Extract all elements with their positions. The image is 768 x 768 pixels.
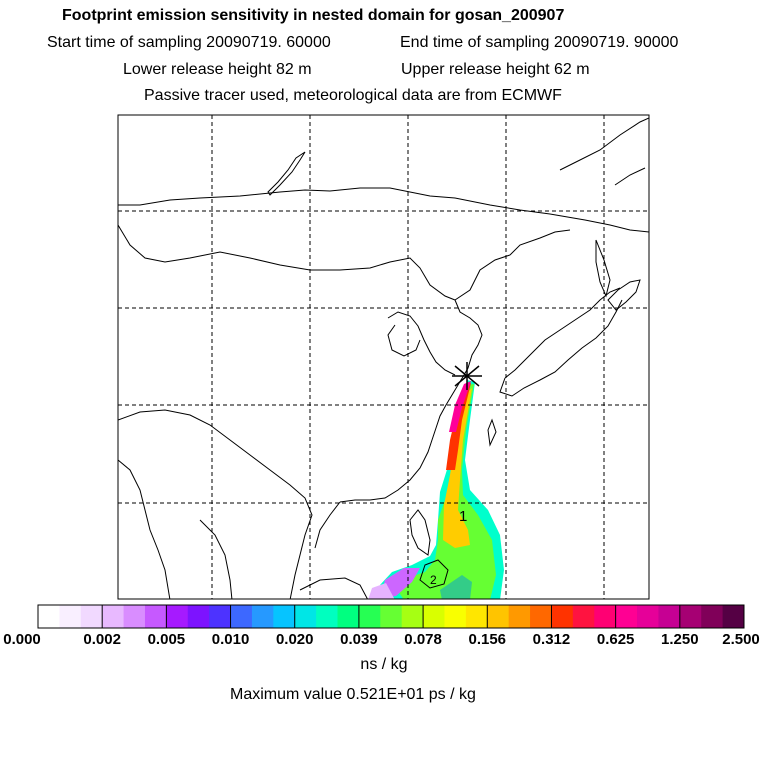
footprint-plume [368, 380, 504, 599]
figure-title: Footprint emission sensitivity in nested… [62, 7, 565, 24]
colorbar-tick-label: 0.039 [340, 631, 378, 648]
colorbar-tick-label: 0.020 [275, 631, 314, 648]
colorbar-tick-label: 0.078 [404, 631, 442, 648]
colorbar-tick-label: 0.002 [83, 631, 121, 648]
coastlines [118, 117, 649, 599]
colorbar-tick-label: 0.156 [468, 631, 507, 648]
sampling-start-time: Start time of sampling 20090719. 60000 [47, 34, 331, 51]
colorbar-tick-label: 0.000 [3, 631, 41, 648]
graticule [118, 115, 649, 599]
colorbar-units: ns / kg [360, 656, 408, 673]
colorbar-tick-label: 0.005 [147, 631, 186, 648]
colorbar-tick-label: 1.250 [661, 631, 699, 648]
lower-release-height: Lower release height 82 m [123, 61, 312, 78]
colorbar-tick-label: 0.625 [596, 631, 635, 648]
tracer-note: Passive tracer used, meteorological data… [144, 87, 562, 104]
upper-release-height: Upper release height 62 m [401, 61, 590, 78]
map-frame [117, 114, 650, 600]
plume-contour-label-2: 2 [430, 573, 437, 587]
plume-contour-label: 1 [459, 508, 467, 525]
colorbar-tick-label: 0.010 [211, 631, 250, 648]
colorbar-tick-label: 0.312 [532, 631, 571, 648]
colorbar-tick-label: 2.500 [722, 631, 760, 648]
maximum-value: Maximum value 0.521E+01 ps / kg [230, 686, 476, 703]
release-site-star-icon [452, 362, 482, 390]
sampling-end-time: End time of sampling 20090719. 90000 [400, 34, 679, 51]
